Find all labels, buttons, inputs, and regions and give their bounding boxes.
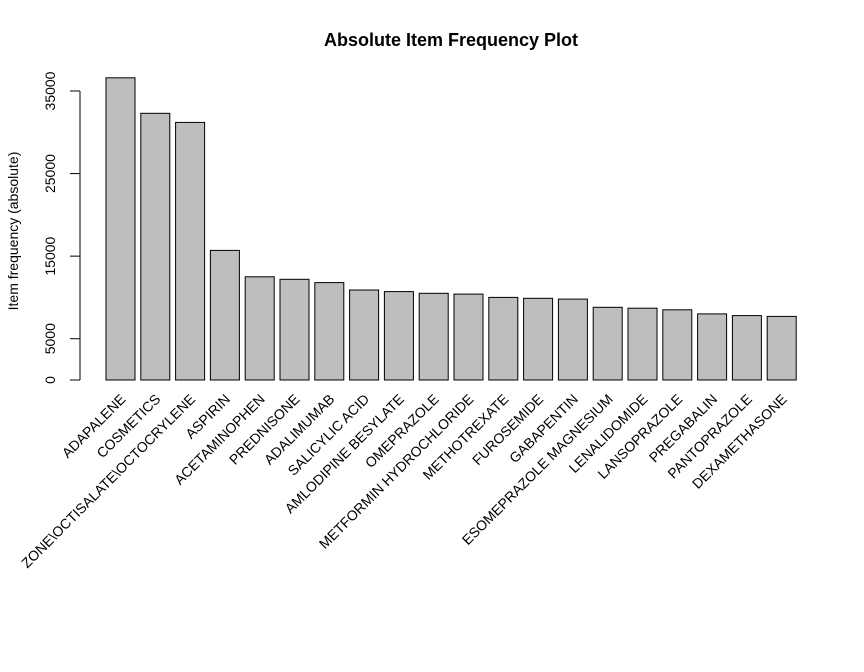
- bar-lenalidomide: [627, 307, 658, 381]
- bar-methotrexate: [488, 296, 519, 381]
- bar-furosemide: [523, 297, 554, 381]
- y-axis-label: Item frequency (absolute): [5, 152, 21, 311]
- bar-gabapentin: [557, 298, 588, 381]
- bar-salicylic-acid: [349, 289, 380, 381]
- x-axis-labels: ADAPALENECOSMETICSZONE\OCTISALATE\OCTOCR…: [18, 391, 790, 571]
- chart-title: Absolute Item Frequency Plot: [324, 30, 578, 50]
- bar-omeprazole: [418, 292, 449, 381]
- y-tick-label: 35000: [42, 71, 58, 110]
- bar-zone-octisalate-octocrylene: [175, 121, 206, 381]
- bar-pregabalin: [697, 313, 728, 381]
- y-tick-label: 15000: [42, 236, 58, 275]
- y-tick-label: 25000: [42, 154, 58, 193]
- bar-metformin-hydrochloride: [453, 293, 484, 381]
- bar-adalimumab: [314, 282, 345, 381]
- bar-lansoprazole: [662, 309, 693, 381]
- bar-pantoprazole: [731, 315, 762, 381]
- bar-prednisone: [279, 278, 310, 381]
- bar-amlodipine-besylate: [383, 291, 414, 381]
- bar-dexamethasone: [766, 315, 797, 381]
- y-axis: 0 5000 15000 25000 35000: [42, 71, 81, 384]
- bar-esomeprazole-magnesium: [592, 306, 623, 381]
- bar-acetaminophen: [244, 276, 275, 381]
- bar-adapalene: [105, 77, 136, 381]
- bars-group: [105, 77, 797, 381]
- y-tick-label: 0: [42, 376, 58, 384]
- y-tick-label: 5000: [42, 323, 58, 354]
- bar-aspirin: [209, 249, 240, 381]
- bar-cosmetics: [140, 112, 171, 381]
